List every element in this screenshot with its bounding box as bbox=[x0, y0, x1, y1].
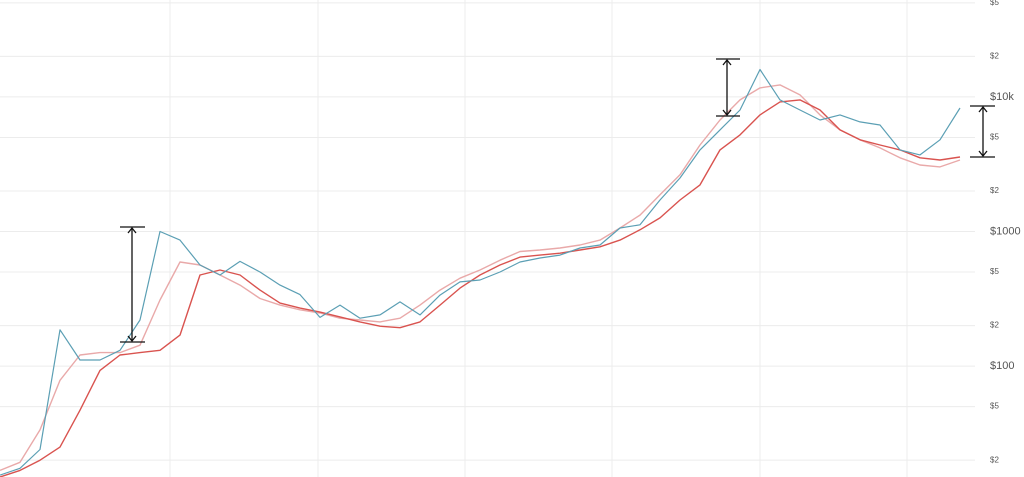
y-tick-label: $5 bbox=[990, 133, 999, 142]
annotations bbox=[120, 58, 995, 343]
y-tick-label: $5 bbox=[990, 267, 999, 276]
y-tick-label: $2 bbox=[990, 321, 999, 330]
horizontal-grid bbox=[0, 2, 975, 461]
y-tick-label: $5 bbox=[990, 402, 999, 411]
lines bbox=[0, 68, 961, 477]
arrow bbox=[716, 58, 740, 117]
y-tick-label: $2 bbox=[990, 52, 999, 61]
y-tick-label: $1000 bbox=[990, 225, 1021, 237]
series-line bbox=[0, 99, 961, 477]
series-line bbox=[0, 84, 961, 472]
y-tick-label: $10k bbox=[990, 91, 1014, 103]
y-tick-label: $100 bbox=[990, 360, 1014, 372]
y-tick-label: $2 bbox=[990, 186, 999, 195]
arrow bbox=[120, 226, 145, 343]
y-tick-label: $2 bbox=[990, 455, 999, 464]
vertical-grid bbox=[169, 0, 908, 477]
arrow bbox=[970, 105, 995, 158]
series-line bbox=[0, 68, 961, 476]
y-tick-label: $5 bbox=[990, 0, 999, 7]
